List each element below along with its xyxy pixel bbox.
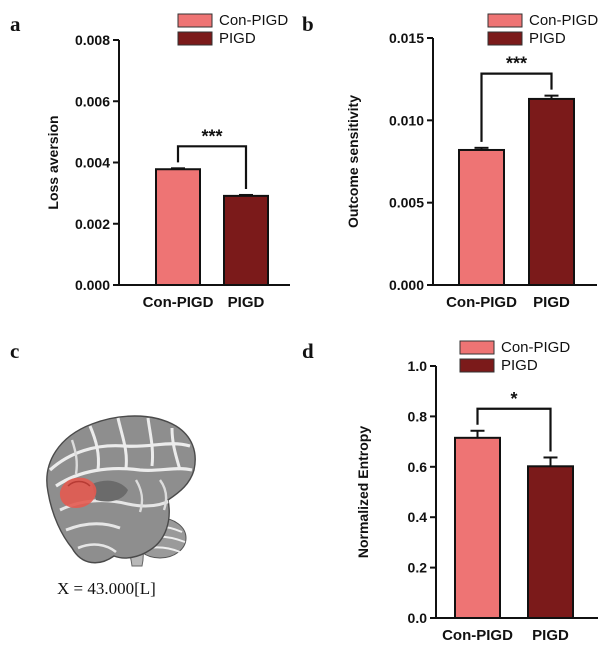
- legend-swatch-pigd: [177, 31, 213, 46]
- bar-pigd: [223, 194, 269, 287]
- brain-gyri: [48, 417, 193, 554]
- slice-coordinate-label: X = 43.000[L]: [57, 579, 156, 598]
- legend-swatch-con-pigd: [459, 340, 495, 355]
- y-tick-label: 0.000: [389, 277, 424, 293]
- panel-letter-b: b: [302, 12, 314, 36]
- legend-label: Con-PIGD: [219, 12, 288, 29]
- y-tick-label: 0.006: [75, 93, 110, 109]
- legend-label: Con-PIGD: [501, 339, 570, 356]
- y-axis-title: Outcome sensitivity: [345, 95, 361, 228]
- category-label: Con-PIGD: [143, 294, 214, 311]
- y-tick-label: 0.6: [408, 459, 428, 475]
- legend-label: PIGD: [529, 30, 566, 47]
- bar-con-pigd: [155, 168, 201, 286]
- chart-normalized-entropy: 0.0 0.2 0.4 0.6 0.8 1.0 Normalized Entropy Con-…: [355, 339, 598, 644]
- significance-bracket: [476, 407, 552, 452]
- y-tick-label: 0.2: [408, 560, 428, 576]
- y-tick-label: 0.000: [75, 277, 110, 293]
- category-label: PIGD: [228, 294, 265, 311]
- significance-marker: *: [510, 389, 517, 409]
- y-tick-label: 0.015: [389, 30, 424, 46]
- legend-label: PIGD: [219, 30, 256, 47]
- panel-letter-c: c: [10, 339, 19, 363]
- significance-marker: ***: [506, 54, 527, 74]
- category-label: Con-PIGD: [442, 627, 513, 644]
- y-tick-label: 0.4: [408, 509, 428, 525]
- chart-loss-aversion: 0.000 0.002 0.004 0.006 0.008 Loss aversion Co…: [45, 12, 290, 311]
- y-tick-label: 0.004: [75, 155, 110, 171]
- category-label: PIGD: [532, 627, 569, 644]
- legend-swatch-con-pigd: [487, 13, 523, 28]
- y-tick-label: 0.8: [408, 408, 428, 424]
- y-axis-title: Normalized Entropy: [355, 426, 371, 558]
- y-tick-label: 0.0: [408, 610, 428, 626]
- brain-sagittal-image: [46, 415, 196, 567]
- y-tick-label: 0.002: [75, 216, 110, 232]
- legend-label: Con-PIGD: [529, 12, 598, 29]
- significance-bracket: [176, 145, 248, 189]
- bar-con-pigd: [458, 148, 505, 286]
- legend-swatch-pigd: [459, 358, 495, 373]
- y-tick-label: 0.005: [389, 195, 424, 211]
- panel-letter-d: d: [302, 339, 314, 363]
- y-axis-title: Loss aversion: [45, 115, 61, 209]
- category-label: PIGD: [533, 294, 570, 311]
- legend-swatch-con-pigd: [177, 13, 213, 28]
- chart-outcome-sensitivity: 0.000 0.005 0.010 0.015 Outcome sensitivity C…: [345, 12, 598, 311]
- legend-label: PIGD: [501, 357, 538, 374]
- panel-letter-a: a: [10, 12, 21, 36]
- significance-bracket: [480, 72, 553, 142]
- bar-pigd: [528, 97, 575, 286]
- legend-swatch-pigd: [487, 31, 523, 46]
- category-label: Con-PIGD: [446, 294, 517, 311]
- bar-con-pigd: [454, 436, 501, 619]
- bar-pigd: [527, 465, 574, 619]
- y-tick-label: 1.0: [408, 358, 428, 374]
- y-tick-label: 0.008: [75, 32, 110, 48]
- y-tick-label: 0.010: [389, 112, 424, 128]
- significance-marker: ***: [201, 126, 222, 146]
